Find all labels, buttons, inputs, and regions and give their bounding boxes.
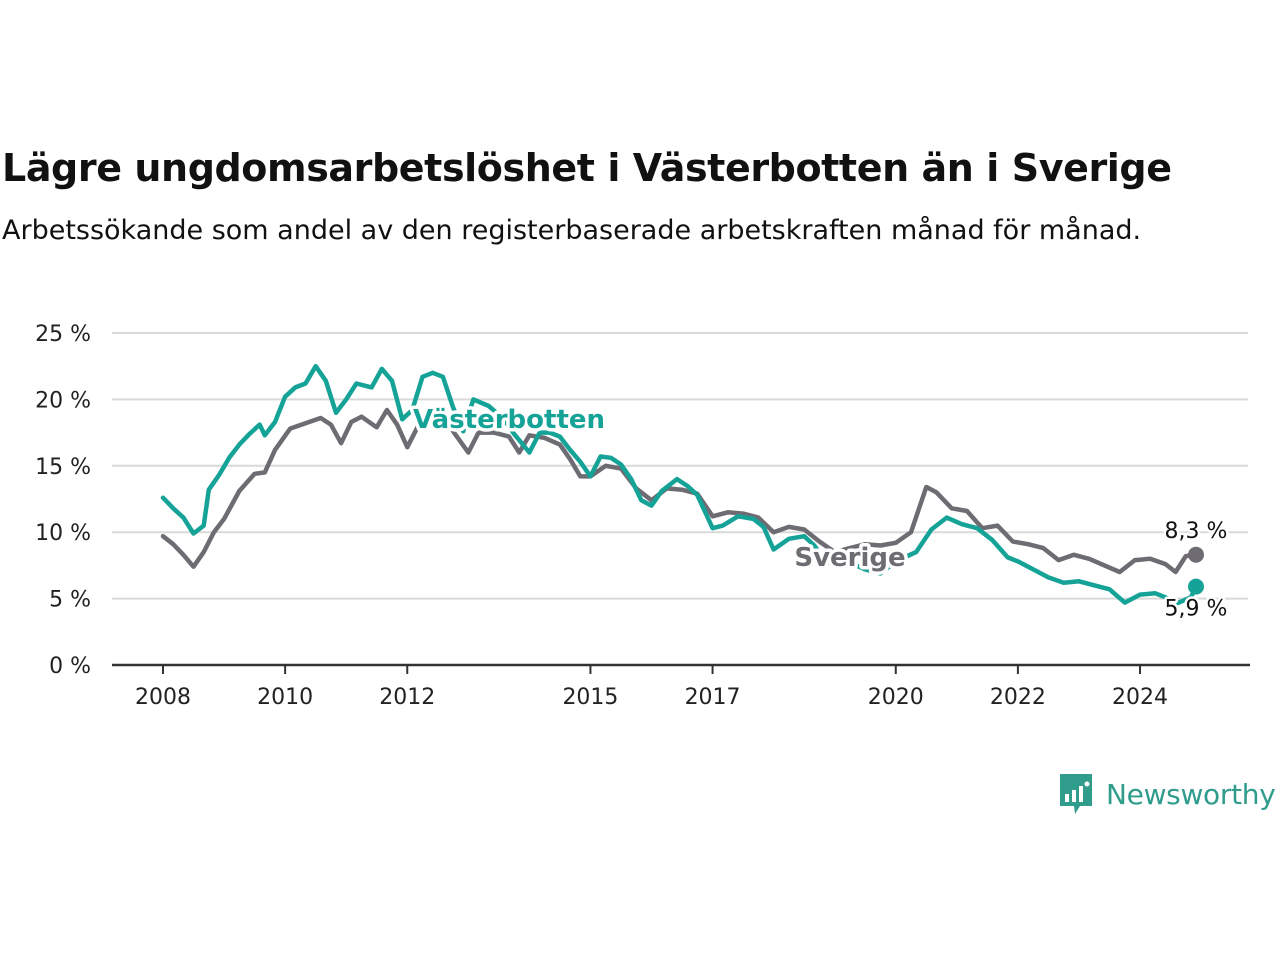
x-tick-label: 2024 [1112,685,1168,710]
bar-chart-speech-icon [1060,774,1092,814]
gridlines [112,332,1248,600]
newsworthy-logo: Newsworthy [1058,772,1276,816]
series-label-västerbotten: Västerbotten [413,405,605,435]
series-line-sverige [160,407,1199,575]
y-tick-label: 5 % [49,588,91,613]
chart-subtitle: Arbetssökande som andel av den registerb… [2,215,1142,246]
x-tick-label: 2022 [990,685,1046,710]
y-tick-label: 0 % [49,654,91,679]
logo-text: Newsworthy [1106,777,1276,811]
y-tick-label: 25 % [35,322,91,347]
x-tick-label: 2020 [868,685,924,710]
end-value-label-sverige: 8,3 % [1165,519,1228,544]
x-tick-label: 2012 [379,685,435,710]
x-axis: 2008 2010 2012 2015 2017 2020 2022 2024 [112,663,1250,710]
series-labels: Västerbotten Sverige 8,3 % 5,9 % [409,402,1229,625]
x-tick-label: 2015 [562,685,618,710]
y-axis-tick-labels: 0 % 5 % 10 % 15 % 20 % 25 % [35,322,91,679]
end-point-sverige [1188,546,1204,563]
x-tick-label: 2010 [257,685,313,710]
y-tick-label: 20 % [35,388,91,413]
y-tick-label: 10 % [35,521,91,546]
series-label-sverige: Sverige [794,543,905,573]
series-lines [160,363,1204,607]
end-point-västerbotten [1188,578,1204,595]
y-tick-label: 15 % [35,455,91,480]
x-tick-label: 2017 [685,685,741,710]
end-value-label-västerbotten: 5,9 % [1165,597,1228,622]
chart-title: Lägre ungdomsarbetslöshet i Västerbotten… [2,146,1172,190]
series-line-västerbotten [160,363,1199,607]
x-tick-label: 2008 [135,685,191,710]
